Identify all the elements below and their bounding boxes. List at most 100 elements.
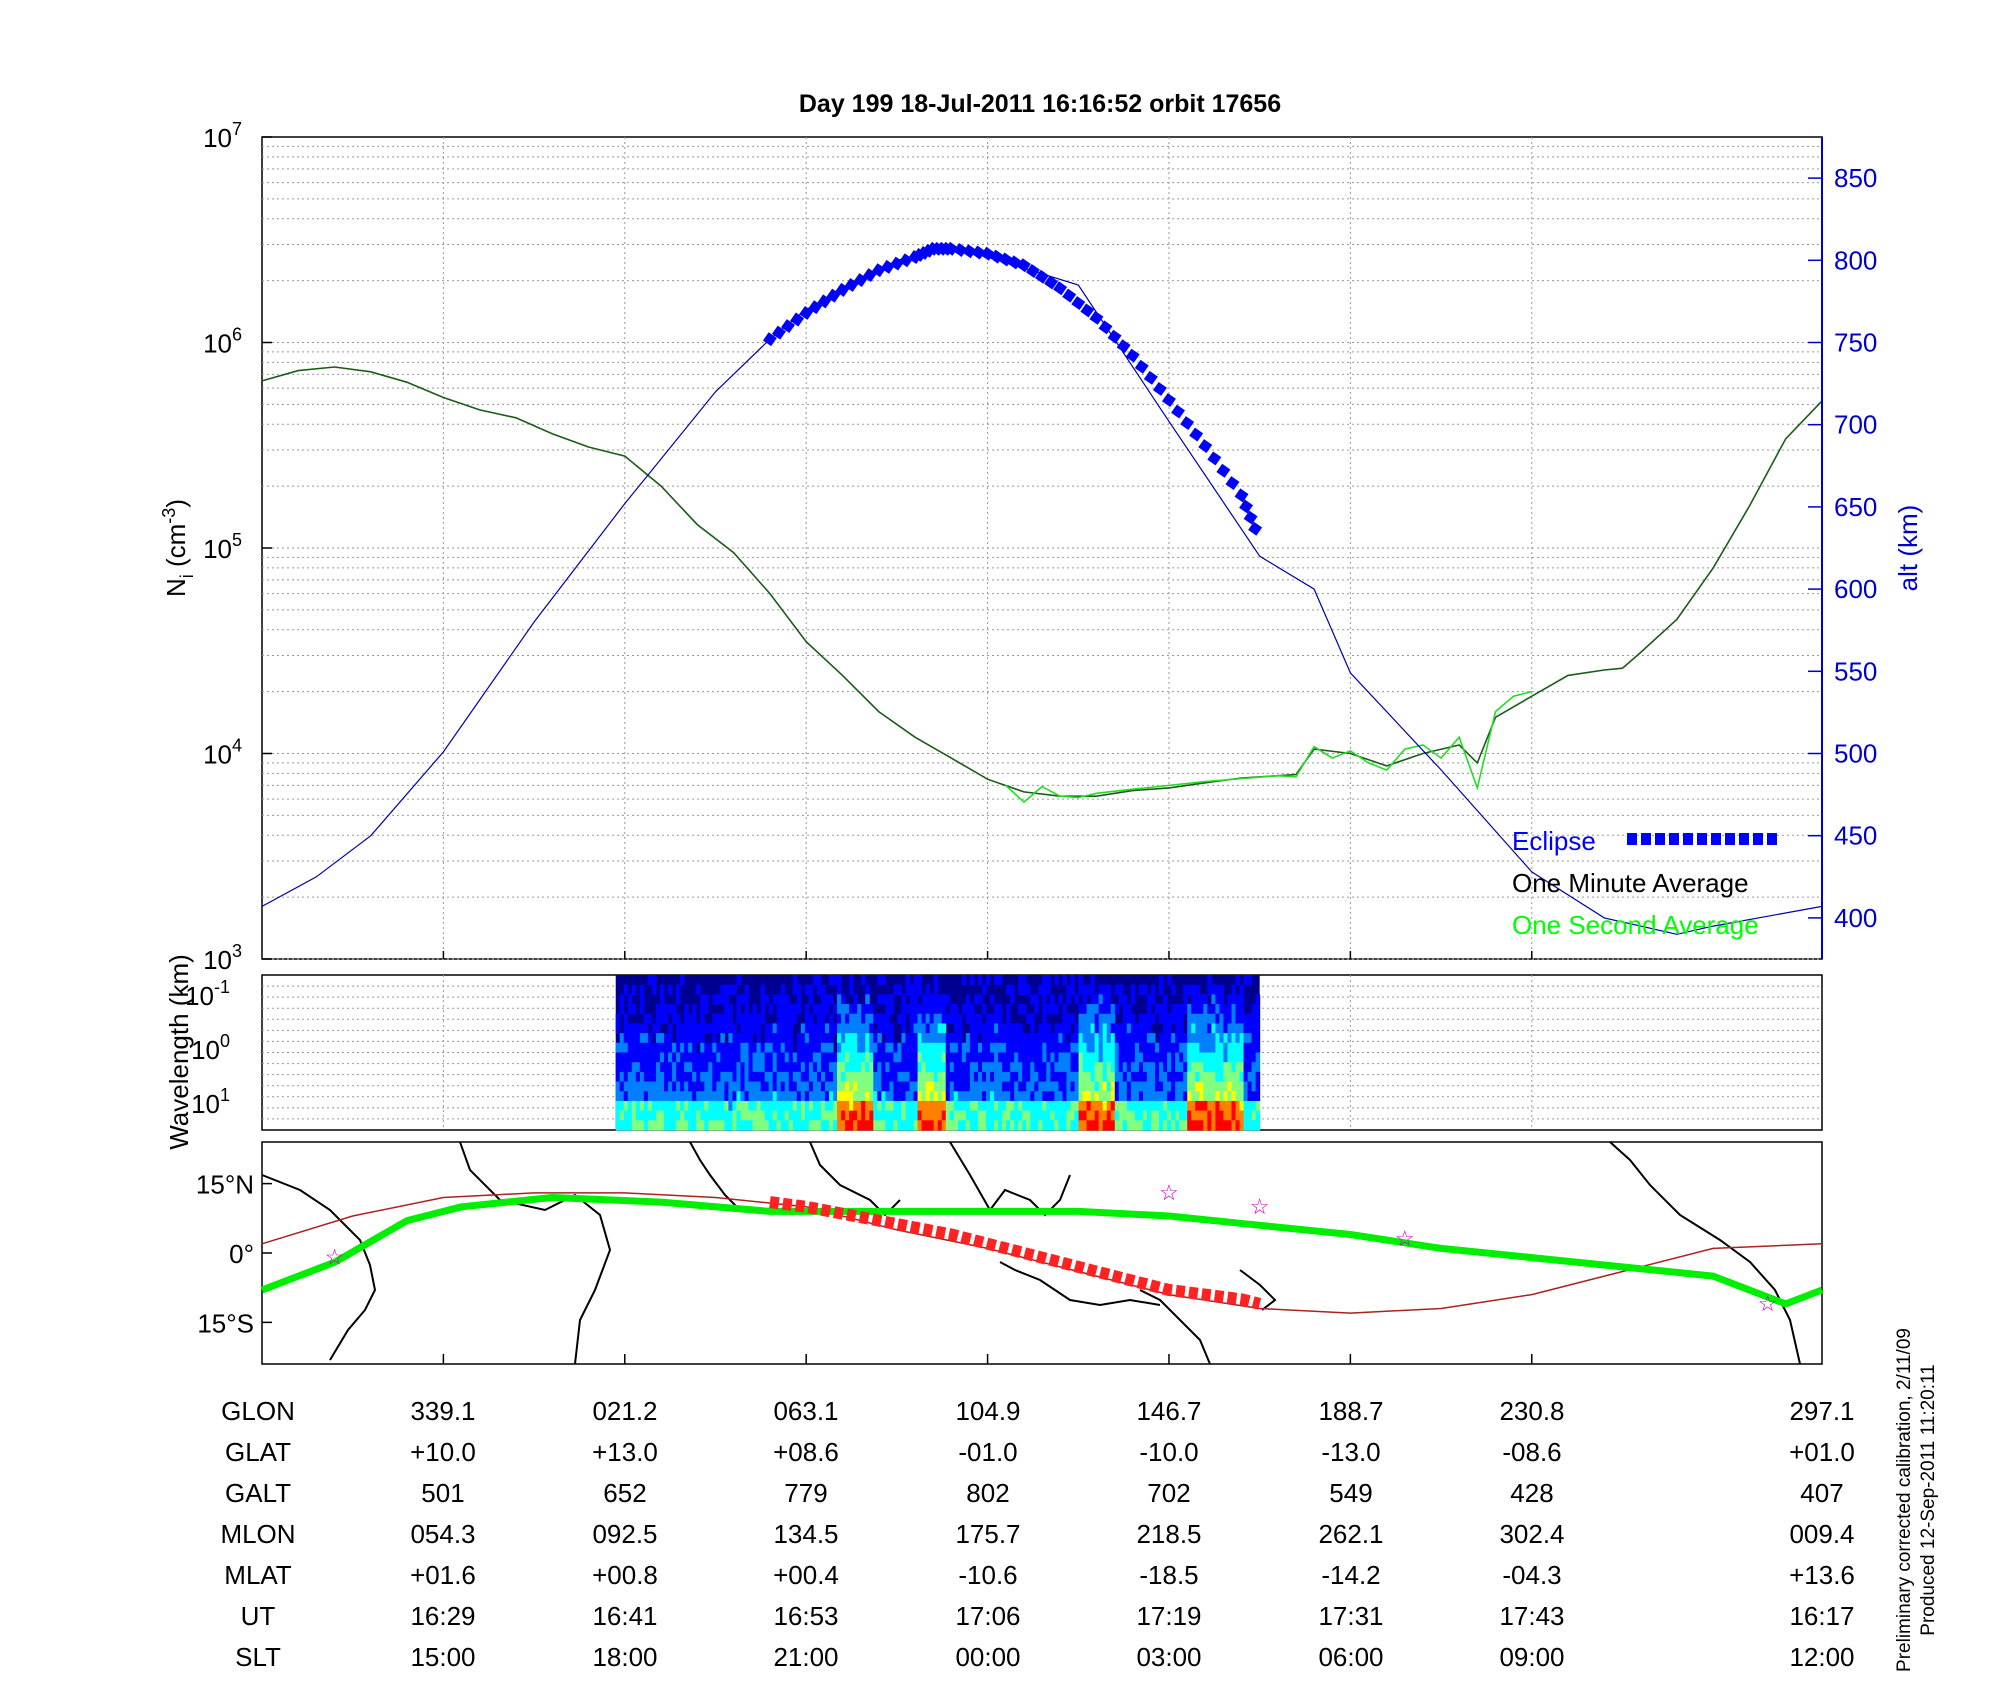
- eclipse-marker: [826, 288, 841, 303]
- heatmap-cell: [973, 1023, 979, 1034]
- heatmap-cell: [1086, 1071, 1092, 1083]
- heatmap-cell: [804, 1033, 810, 1044]
- heatmap-cell: [945, 1071, 951, 1083]
- eclipse-marker: [971, 245, 986, 260]
- heatmap-cell: [1251, 1120, 1257, 1131]
- heatmap-cell: [1046, 1062, 1051, 1073]
- heatmap-cell: [1118, 1062, 1124, 1073]
- heatmap-cell: [1006, 1120, 1011, 1131]
- heatmap-cell: [1110, 1081, 1116, 1092]
- heatmap-cell: [973, 1110, 979, 1121]
- heatmap-cell: [744, 1052, 750, 1063]
- heatmap-cell: [780, 1004, 786, 1015]
- heatmap-cell: [1118, 1120, 1124, 1131]
- heatmap-cell: [994, 1052, 999, 1063]
- heatmap-cell: [841, 1023, 846, 1034]
- heatmap-cell: [1239, 1071, 1245, 1083]
- y2-tick-label: 600: [1834, 574, 1877, 604]
- heatmap-cell: [921, 1052, 927, 1063]
- heatmap-cell: [672, 1120, 677, 1131]
- heatmap-cell: [680, 1100, 685, 1112]
- table-cell: +08.6: [773, 1437, 839, 1467]
- heatmap-cell: [1110, 1023, 1116, 1034]
- heatmap-cell: [716, 1081, 721, 1092]
- heatmap-cell: [1102, 984, 1108, 995]
- heatmap-cell: [1159, 1071, 1164, 1083]
- heatmap-cell: [909, 984, 915, 995]
- heatmap-cell: [1082, 1100, 1088, 1112]
- heatmap-cell: [1110, 1110, 1116, 1121]
- heatmap-cell: [635, 1091, 641, 1102]
- heatmap-cell: [869, 1071, 874, 1083]
- heatmap-cell: [985, 1120, 991, 1131]
- heatmap-cell: [1118, 984, 1124, 995]
- heatmap-cell: [897, 1110, 902, 1121]
- heatmap-cell: [740, 1013, 746, 1024]
- heatmap-cell: [829, 975, 834, 986]
- heatmap-cell: [897, 1052, 902, 1063]
- heatmap-cell: [1006, 1100, 1011, 1112]
- heatmap-cell: [792, 1120, 798, 1131]
- heatmap-cell: [1163, 1110, 1168, 1121]
- heatmap-cell: [1255, 1004, 1261, 1015]
- table-cell: 802: [966, 1478, 1009, 1508]
- heatmap-cell: [1098, 994, 1104, 1005]
- heatmap-cell: [716, 1062, 721, 1073]
- heatmap-cell: [845, 1033, 850, 1044]
- heatmap-cell: [1215, 1023, 1220, 1034]
- heatmap-cell: [736, 1100, 741, 1112]
- table-cell: 146.7: [1136, 1396, 1201, 1426]
- heatmap-cell: [825, 1071, 830, 1083]
- heatmap-cell: [1014, 1023, 1019, 1034]
- heatmap-cell: [949, 1100, 955, 1112]
- heatmap-cell: [925, 1033, 931, 1044]
- heatmap-cell: [764, 994, 770, 1005]
- density-panel: 1031041051061074004505005506006507007508…: [159, 119, 1923, 975]
- heatmap-cell: [1179, 1042, 1184, 1053]
- heatmap-cell: [1018, 1042, 1023, 1053]
- heatmap-cell: [1094, 1023, 1100, 1034]
- heatmap-cell: [929, 1100, 935, 1112]
- heatmap-cell: [1062, 1004, 1067, 1015]
- heatmap-cell: [668, 1062, 673, 1073]
- table-cell: 188.7: [1318, 1396, 1383, 1426]
- heatmap-cell: [784, 994, 790, 1005]
- heatmap-cell: [1142, 1081, 1148, 1092]
- eclipse-marker: [962, 244, 977, 259]
- heatmap-cell: [1006, 1071, 1011, 1083]
- heatmap-cell: [990, 1052, 995, 1063]
- heatmap-cell: [1026, 1033, 1031, 1044]
- heatmap-cell: [1106, 1013, 1112, 1024]
- heatmap-cell: [1094, 1062, 1100, 1073]
- heatmap-cell: [1239, 1023, 1245, 1034]
- heatmap-cell: [1175, 1023, 1180, 1034]
- heatmap-cell: [744, 1042, 750, 1053]
- heatmap-cell: [841, 1081, 846, 1092]
- density-series: [261, 241, 1823, 935]
- heatmap-cell: [1255, 1071, 1261, 1083]
- heatmap-cell: [1114, 1052, 1120, 1063]
- table-cell: 15:00: [410, 1642, 475, 1672]
- heatmap-cell: [804, 1110, 810, 1121]
- heatmap-cell: [841, 1091, 846, 1102]
- heatmap-cell: [1191, 1004, 1196, 1015]
- heatmap-cell: [1207, 1100, 1212, 1112]
- heatmap-cell: [784, 1013, 790, 1024]
- heatmap-cell: [732, 1100, 737, 1112]
- eclipse-marker: [1171, 404, 1186, 419]
- heatmap-cell: [708, 1081, 713, 1092]
- heatmap-cell: [849, 1033, 854, 1044]
- heatmap-cell: [1251, 1013, 1257, 1024]
- heatmap-cell: [1114, 1071, 1120, 1083]
- heatmap-cell: [1046, 1100, 1051, 1112]
- table-cell: 12:00: [1789, 1642, 1854, 1672]
- heatmap-cell: [1082, 1091, 1088, 1102]
- heatmap-cell: [1195, 1071, 1200, 1083]
- heatmap-cell: [990, 1023, 995, 1034]
- heatmap-cell: [1171, 1052, 1176, 1063]
- heatmap-cell: [623, 1052, 629, 1063]
- eclipse-marker: [1225, 476, 1240, 491]
- tick-exp: 3: [232, 941, 242, 961]
- chart-title: Day 199 18-Jul-2011 16:16:52 orbit 17656: [799, 90, 1281, 118]
- heatmap-cell: [772, 1052, 778, 1063]
